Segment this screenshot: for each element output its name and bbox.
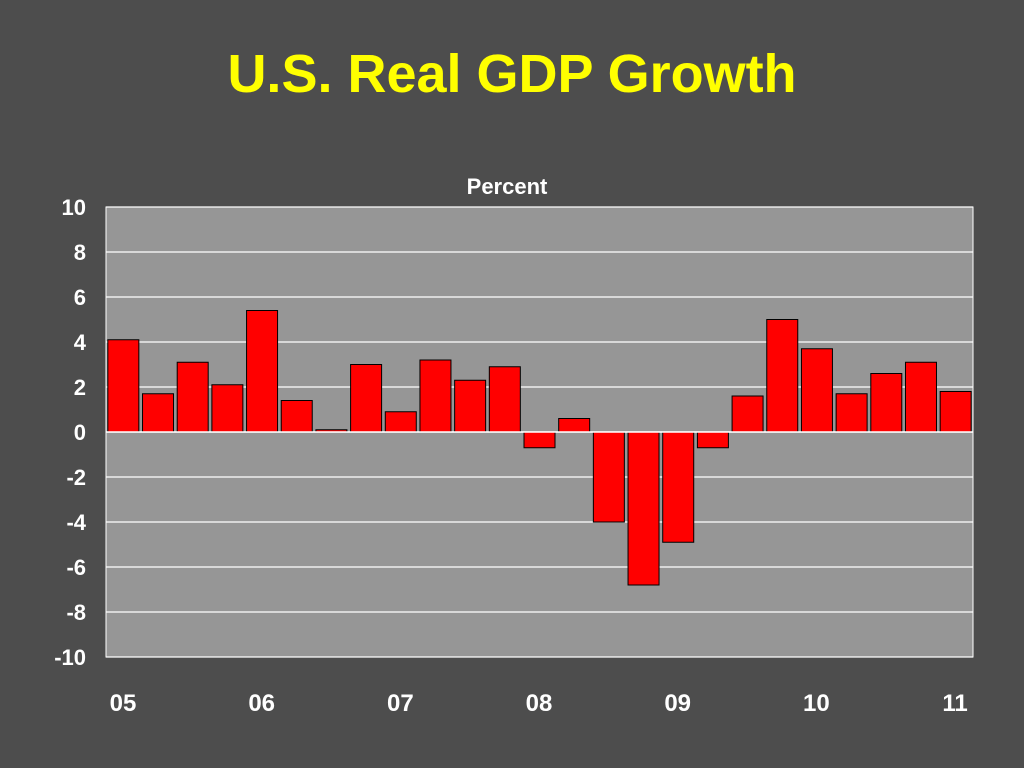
bar <box>731 395 764 433</box>
y-tick-label: 0 <box>74 420 86 445</box>
slide-title: U.S. Real GDP Growth <box>227 44 797 104</box>
bar <box>176 361 209 433</box>
bar <box>558 418 591 433</box>
bar <box>904 361 937 433</box>
bar <box>419 359 452 433</box>
y-tick-label: -4 <box>66 510 86 535</box>
y-tick-label: 8 <box>74 240 86 265</box>
bar <box>696 431 729 449</box>
bar <box>454 379 487 433</box>
y-tick-label: -6 <box>66 555 86 580</box>
bar <box>523 431 556 449</box>
bar <box>384 411 417 433</box>
x-tick-label: 09 <box>664 690 691 717</box>
y-tick-label: 2 <box>74 375 86 400</box>
bar <box>800 348 833 433</box>
x-tick-label: 05 <box>110 690 137 717</box>
bar <box>662 431 695 543</box>
bar <box>939 391 972 433</box>
bar <box>870 373 903 433</box>
x-tick-label: 07 <box>387 690 414 717</box>
x-tick-label: 10 <box>803 690 830 717</box>
y-tick-label: 6 <box>74 285 86 310</box>
y-tick-label: -10 <box>54 645 86 670</box>
bars <box>107 310 972 586</box>
bar <box>246 310 279 433</box>
bar <box>488 366 521 433</box>
bar <box>766 319 799 433</box>
bar <box>835 393 868 433</box>
bar <box>211 384 244 433</box>
y-axis-ticks: 10 8 6 4 2 0 -2 -4 -6 -8 -10 <box>54 195 87 670</box>
x-tick-label: 06 <box>248 690 275 717</box>
x-tick-label: 11 <box>942 690 967 717</box>
bar <box>107 339 140 433</box>
x-axis-ticks: 05 06 07 08 09 10 11 <box>110 690 968 717</box>
bar <box>350 364 383 433</box>
bar <box>280 400 313 433</box>
y-tick-label: 4 <box>74 330 87 355</box>
bar <box>142 393 175 433</box>
y-axis-label: Percent <box>467 174 548 199</box>
bar <box>627 431 660 586</box>
y-tick-label: 10 <box>62 195 86 220</box>
bar <box>592 431 625 523</box>
x-tick-label: 08 <box>526 690 553 717</box>
y-tick-label: -8 <box>66 600 86 625</box>
y-tick-label: -2 <box>66 465 86 490</box>
